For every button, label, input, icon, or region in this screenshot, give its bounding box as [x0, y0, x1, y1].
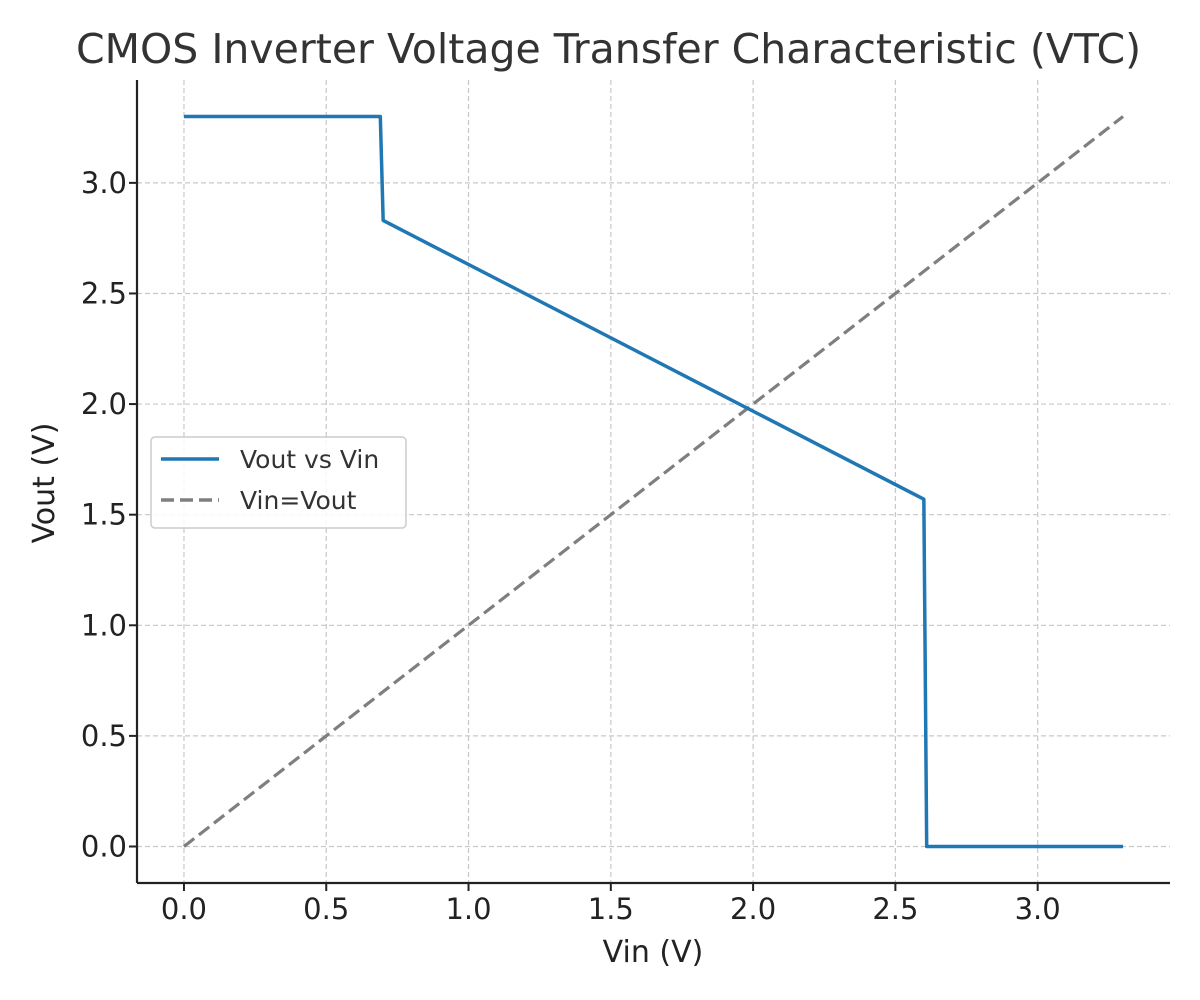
legend-label-vout-vs-vin: Vout vs Vin — [240, 445, 379, 474]
legend: Vout vs Vin Vin=Vout — [150, 436, 407, 529]
x-tick-label: 3.0 — [1015, 892, 1061, 926]
x-tick-label: 2.5 — [872, 892, 918, 926]
y-tick-label: 1.5 — [81, 498, 127, 532]
y-tick-label: 2.5 — [81, 276, 127, 310]
legend-label-vin-eq-vout: Vin=Vout — [240, 486, 357, 515]
y-tick-label: 0.5 — [81, 719, 127, 753]
x-tick-label: 2.0 — [730, 892, 776, 926]
x-tick-label: 0.5 — [303, 892, 349, 926]
y-axis-label: Vout (V) — [27, 423, 62, 544]
axes — [135, 80, 1170, 885]
x-tick-label: 1.0 — [445, 892, 491, 926]
chart-title: CMOS Inverter Voltage Transfer Character… — [76, 25, 1141, 73]
x-tick-label: 1.5 — [588, 892, 634, 926]
x-tick-label: 0.0 — [161, 892, 207, 926]
y-tick-label: 3.0 — [81, 166, 127, 200]
x-axis-label: Vin (V) — [603, 935, 704, 970]
y-tick-label: 1.0 — [81, 608, 127, 642]
series-lines — [182, 114, 1125, 849]
series-line-vin-eq-vout — [182, 115, 1125, 848]
y-tick-label: 2.0 — [81, 387, 127, 421]
series-line-vout-vs-vin — [183, 114, 1124, 849]
y-tick-label: 0.0 — [81, 830, 127, 864]
ticks: 0.0 0.5 1.0 1.5 2.0 2.5 3.0 0.0 0.5 1.0 1.5 2.0 2.5 3… — [81, 166, 1061, 926]
